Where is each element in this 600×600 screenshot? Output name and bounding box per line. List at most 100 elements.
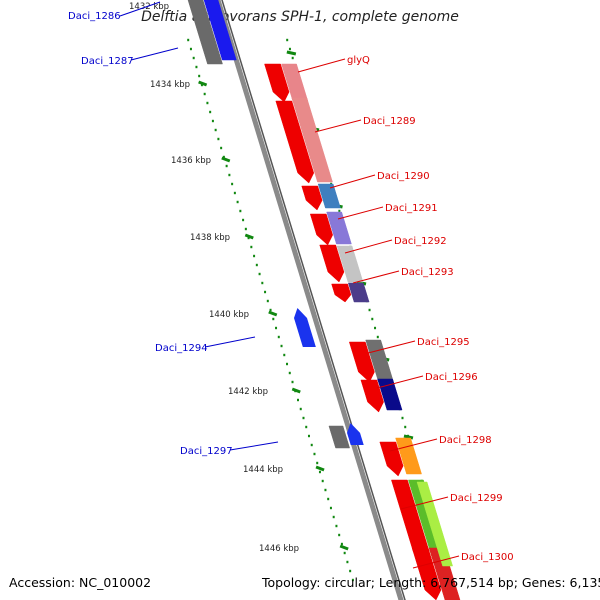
scale-tick-label: 1434 kbp	[150, 80, 190, 90]
reverse-gene-arrow	[347, 423, 364, 445]
forward-gene-arrow	[301, 185, 323, 211]
forward-gene-leader	[389, 438, 438, 452]
scale-tick-mark	[339, 544, 349, 551]
rail-dot	[242, 218, 245, 222]
rail-dot	[368, 308, 371, 312]
forward-gene-arrow	[411, 547, 442, 600]
forward-gene-bar	[291, 97, 333, 183]
reverse-gene-bar	[203, 0, 237, 61]
scale-tick-mark	[268, 310, 278, 317]
rail-dot	[233, 191, 236, 195]
forward-gene-bar	[317, 183, 341, 209]
rail-dot	[404, 425, 407, 429]
scale-tick-mark	[198, 80, 208, 87]
rail-dot	[376, 335, 379, 339]
rail-dot	[288, 371, 291, 375]
reverse-gene-leader	[204, 336, 256, 348]
forward-gene-bar	[347, 282, 370, 303]
forward-gene-label: Daci_1289	[363, 116, 416, 127]
reverse-gene-bar	[328, 425, 350, 449]
forward-gene-arrow	[379, 441, 404, 477]
rail-dot	[195, 65, 198, 69]
rail-dot	[217, 137, 220, 141]
rail-dot	[346, 560, 349, 564]
scale-tick-label: 1440 kbp	[209, 310, 249, 320]
rail-dot	[338, 533, 341, 537]
rail-dot	[192, 56, 195, 60]
rail-dot	[291, 56, 294, 60]
forward-gene-leader	[344, 239, 393, 254]
rail-dot	[343, 551, 346, 555]
rail-dot	[198, 74, 201, 78]
rail-dot	[222, 155, 225, 159]
forward-gene-arrow	[319, 244, 345, 283]
forward-gene-leader	[329, 174, 376, 189]
backbone-line	[215, 0, 404, 600]
rail-dot	[286, 362, 289, 366]
rail-dot	[209, 110, 212, 114]
forward-gene-label: glyQ	[347, 55, 370, 66]
rail-dot	[299, 407, 302, 411]
scale-tick-label: 1446 kbp	[259, 544, 299, 554]
forward-gene-arrow	[309, 213, 333, 246]
rail-dot	[203, 92, 206, 96]
forward-gene-leader	[400, 496, 449, 510]
rail-dot	[214, 128, 217, 132]
accession-text: Accession: NC_010002	[9, 575, 152, 590]
forward-gene-label: Daci_1299	[450, 493, 503, 504]
forward-gene-leader	[337, 206, 384, 220]
scale-tick-mark	[291, 387, 301, 394]
rail-dot	[275, 326, 278, 330]
right-rail-tick	[286, 50, 297, 56]
left-tick-rail	[187, 38, 354, 582]
rail-dot	[277, 335, 280, 339]
rail-dot	[286, 38, 289, 42]
scale-tick-label-partial: 1432 kbp	[129, 2, 169, 12]
rail-dot	[313, 452, 316, 456]
reverse-gene-leader	[229, 441, 279, 451]
rail-dot	[255, 263, 258, 267]
rail-dot	[340, 542, 343, 546]
reverse-gene-bar	[187, 0, 223, 65]
rail-dot	[291, 380, 294, 384]
rail-dot	[338, 209, 341, 213]
forward-gene-arrow	[331, 283, 352, 303]
rail-dot	[187, 38, 190, 42]
rail-dot	[258, 272, 261, 276]
forward-gene-label: Daci_1293	[401, 267, 454, 278]
rail-dot	[335, 524, 338, 528]
rail-dot	[288, 47, 291, 51]
rail-dot	[253, 254, 256, 258]
rail-dot	[349, 569, 352, 573]
backbone-edge	[221, 0, 406, 600]
rail-dot	[283, 353, 286, 357]
rail-dot	[264, 290, 267, 294]
rail-dot	[351, 578, 354, 582]
rail-dot	[321, 479, 324, 483]
scale-tick-label: 1436 kbp	[171, 156, 211, 166]
rail-dot	[269, 308, 272, 312]
forward-gene-label: Daci_1300	[461, 552, 514, 563]
reverse-gene-leader	[130, 47, 179, 61]
rail-dot	[206, 101, 209, 105]
rail-dot	[272, 317, 275, 321]
forward-gene-bar	[395, 437, 422, 475]
scale-tick-mark	[244, 233, 254, 240]
rail-dot	[244, 227, 247, 231]
rail-dot	[280, 344, 283, 348]
forward-gene-arrow	[264, 63, 290, 103]
rail-dot	[200, 83, 203, 87]
rail-dot	[371, 317, 374, 321]
rail-dot	[302, 416, 305, 420]
reverse-gene-label: Daci_1297	[180, 446, 233, 457]
forward-gene-label: Daci_1292	[394, 236, 447, 247]
rail-dot	[327, 497, 330, 501]
rail-dot	[236, 200, 239, 204]
rail-dot	[316, 461, 319, 465]
forward-gene-label: Daci_1298	[439, 435, 492, 446]
rail-dot	[318, 470, 321, 474]
scale-tick-mark	[315, 465, 325, 472]
genome-summary-text: Topology: circular; Length: 6,767,514 bp…	[262, 575, 600, 590]
forward-gene-arrow	[275, 100, 315, 184]
